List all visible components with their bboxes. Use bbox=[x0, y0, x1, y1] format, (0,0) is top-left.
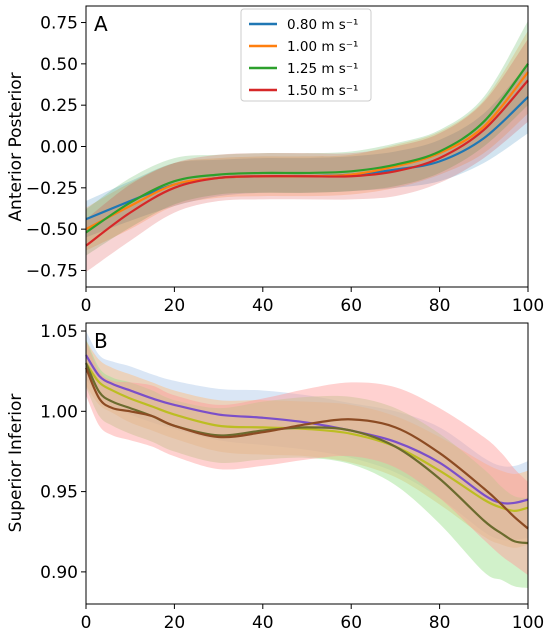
legend-label-1: 1.00 m s⁻¹ bbox=[287, 39, 358, 55]
panel-b-y-tick-label: 1.05 bbox=[40, 322, 78, 342]
panel-a-y-tick-label: 0.00 bbox=[40, 138, 78, 158]
panel-b-series-line-0 bbox=[85, 354, 529, 505]
panel-b-band-1 bbox=[86, 340, 528, 548]
panel-b-y-axis-label: Superior Inferior bbox=[6, 394, 26, 533]
panel-a-label: A bbox=[94, 12, 108, 36]
panel-a-x-ticks: 0 20 40 60 80 100 bbox=[81, 287, 544, 316]
panel-a-y-ticks: −0.75 −0.50 −0.25 0.00 0.25 0.50 0.75 bbox=[26, 14, 86, 281]
panel-b-frame bbox=[85, 322, 529, 605]
panel-a-y-tick-label: −0.75 bbox=[26, 261, 78, 281]
panel-b-y-tick-label: 0.90 bbox=[40, 563, 78, 583]
panel-b-x-tick-label: 40 bbox=[252, 613, 274, 631]
panel-a-y-tick-label: 0.25 bbox=[40, 96, 78, 116]
panel-b-x-tick-label: 80 bbox=[429, 613, 451, 631]
legend-label-2: 1.25 m s⁻¹ bbox=[287, 61, 358, 77]
panel-b-x-tick-label: 0 bbox=[81, 613, 92, 631]
panel-a-x-tick-label: 60 bbox=[340, 296, 362, 316]
panel-b-x-tick-label: 100 bbox=[512, 613, 544, 631]
panel-a-y-tick-label: −0.50 bbox=[26, 220, 78, 240]
panel-b-series-line-3 bbox=[84, 367, 529, 530]
panel-b-x-tick-label: 60 bbox=[340, 613, 362, 631]
panel-b-y-ticks: 0.90 0.95 1.00 1.05 bbox=[40, 322, 86, 583]
panel-a-band-3 bbox=[86, 39, 528, 273]
panel-a-x-tick-label: 20 bbox=[164, 296, 186, 316]
panel-b-x-tick-label: 20 bbox=[164, 613, 186, 631]
legend-box bbox=[240, 8, 372, 102]
panel-a-x-tick-label: 0 bbox=[81, 296, 92, 316]
panel-b-lines bbox=[84, 354, 529, 545]
panel-b: 0 20 40 60 80 100 0.90 0.95 1.00 1.05 B Superior… bbox=[6, 322, 544, 633]
panel-a-y-axis-label: Anterior Posterior bbox=[6, 72, 26, 221]
panel-a-y-tick-label: −0.25 bbox=[26, 179, 78, 199]
panel-b-y-tick-label: 1.00 bbox=[40, 402, 78, 422]
panel-b-band-3 bbox=[86, 340, 528, 576]
panel-a-x-tick-label: 80 bbox=[429, 296, 451, 316]
legend-label-3: 1.50 m s⁻¹ bbox=[287, 83, 358, 99]
panel-a-series-line-2 bbox=[85, 63, 529, 234]
panel-a: 0 20 40 60 80 100 −0.75 −0.50 −0.25 0.00 0.25 0.50… bbox=[6, 5, 544, 316]
panel-a-bands bbox=[86, 20, 528, 273]
panel-a-y-tick-label: 0.75 bbox=[40, 14, 78, 34]
panel-a-lines bbox=[85, 63, 529, 247]
panel-b-band-0 bbox=[86, 331, 528, 541]
legend: 0.80 m s⁻¹ 1.00 m s⁻¹ 1.25 m s⁻¹ 1.50 m s⁻¹ bbox=[240, 8, 372, 102]
panel-a-band-0 bbox=[86, 63, 528, 238]
panel-a-x-tick-label: 40 bbox=[252, 296, 274, 316]
legend-label-0: 0.80 m s⁻¹ bbox=[287, 17, 358, 33]
panel-a-x-tick-label: 100 bbox=[512, 296, 544, 316]
panel-a-band-1 bbox=[86, 30, 528, 251]
panel-b-y-tick-label: 0.95 bbox=[40, 483, 78, 503]
panel-a-series-line-3 bbox=[85, 79, 529, 247]
panel-b-label: B bbox=[94, 329, 108, 353]
panel-b-x-ticks: 0 20 40 60 80 100 bbox=[81, 604, 544, 633]
panel-a-y-tick-label: 0.50 bbox=[40, 55, 78, 75]
panel-a-band-2 bbox=[86, 20, 528, 256]
